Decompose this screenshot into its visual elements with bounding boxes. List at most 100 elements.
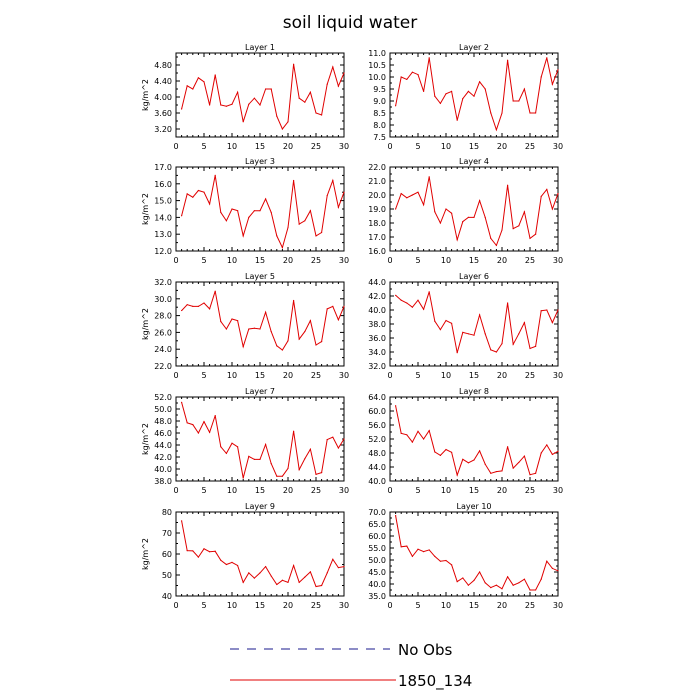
data-point [270, 211, 272, 213]
y-axis-label: kg/m^2 [141, 193, 150, 225]
data-point [326, 308, 328, 310]
data-point [248, 103, 250, 105]
data-point [512, 228, 514, 230]
y-tick-label: 40.0 [368, 477, 386, 486]
data-point [253, 210, 255, 212]
x-tick-label: 25 [525, 371, 535, 380]
series-line [181, 64, 345, 130]
data-point [276, 475, 278, 477]
data-point [337, 567, 339, 569]
y-tick-label: 28.0 [154, 312, 172, 321]
data-point [479, 571, 481, 573]
panel-title: Layer 3 [245, 157, 275, 166]
data-point [231, 442, 233, 444]
y-tick-label: 44.0 [368, 463, 386, 472]
data-point [214, 174, 216, 176]
y-tick-label: 35.0 [368, 592, 386, 601]
x-tick-label: 5 [201, 486, 206, 495]
data-point [332, 179, 334, 182]
series-points [181, 63, 345, 130]
y-tick-label: 17.0 [368, 233, 386, 242]
data-point [186, 193, 188, 195]
y-tick-label: 70 [162, 529, 172, 538]
x-tick-label: 10 [441, 256, 451, 265]
y-tick-label: 60.0 [368, 407, 386, 416]
data-point [315, 585, 317, 588]
data-point [501, 470, 503, 472]
data-point [467, 462, 469, 464]
data-point [417, 74, 419, 76]
y-axis-label: kg/m^2 [141, 423, 150, 455]
y-tick-label: 45.0 [368, 568, 386, 577]
panel-title: Layer 5 [245, 272, 275, 281]
y-tick-label: 70.0 [368, 508, 386, 517]
panel-title: Layer 2 [459, 43, 489, 52]
y-tick-label: 34.0 [368, 348, 386, 357]
x-tick-label: 0 [387, 601, 392, 610]
y-tick-label: 50.0 [368, 556, 386, 565]
data-point [337, 447, 339, 449]
data-point [518, 333, 520, 335]
y-tick-label: 44.0 [154, 441, 172, 450]
y-axis-label: kg/m^2 [141, 308, 150, 340]
series-line [181, 291, 345, 351]
data-point [411, 71, 413, 73]
y-tick-label: 60 [162, 550, 172, 559]
y-tick-label: 8.0 [373, 121, 386, 130]
data-point [417, 548, 419, 550]
data-point [242, 477, 244, 479]
y-tick-label: 16.0 [154, 180, 172, 189]
series-points [395, 405, 559, 476]
data-point [281, 128, 283, 130]
data-point [479, 200, 481, 202]
data-point [298, 97, 300, 99]
data-point [462, 331, 464, 333]
x-tick-label: 0 [387, 371, 392, 380]
data-point [557, 450, 559, 452]
y-tick-label: 16.0 [368, 247, 386, 256]
data-point [304, 101, 306, 103]
data-point [411, 306, 413, 308]
data-point [518, 461, 520, 464]
y-tick-label: 13.0 [154, 230, 172, 239]
data-point [467, 584, 469, 586]
data-point [203, 191, 205, 193]
data-point [395, 515, 397, 517]
data-point [535, 589, 537, 591]
data-point [512, 100, 514, 102]
data-point [287, 467, 289, 469]
series-line [181, 175, 345, 250]
data-point [439, 222, 441, 224]
series-points [181, 401, 345, 479]
x-tick-label: 30 [339, 486, 349, 495]
panel-layer-8: Layer 8 0 5 10 15 20 25 30 40.0 44.0 48.0 52.0 56.0 6… [368, 387, 563, 495]
data-point [546, 560, 548, 562]
data-point [535, 472, 537, 474]
panel-grid: Layer 10 5 10 15 20 25 303.203.604.004.404.80k… [141, 43, 563, 610]
data-point [337, 206, 339, 208]
data-point [406, 545, 408, 547]
y-tick-label: 3.60 [154, 109, 172, 118]
data-point [332, 305, 334, 307]
y-tick-label: 42.0 [368, 292, 386, 301]
data-point [546, 309, 548, 311]
y-tick-label: 56.0 [368, 421, 386, 430]
data-point [225, 328, 227, 330]
y-tick-label: 40 [162, 592, 172, 601]
y-tick-label: 21.0 [368, 177, 386, 186]
data-point [270, 330, 272, 333]
data-point [214, 74, 216, 76]
data-point [406, 197, 408, 199]
data-point [343, 438, 345, 440]
data-point [467, 90, 469, 92]
data-point [315, 235, 317, 237]
data-point [293, 430, 295, 432]
series-points [395, 515, 559, 591]
data-point [428, 549, 430, 551]
y-tick-label: 40.0 [368, 306, 386, 315]
y-tick-label: 17.0 [154, 163, 172, 172]
data-point [445, 448, 447, 451]
data-point [551, 453, 554, 455]
y-tick-label: 4.00 [154, 93, 172, 102]
y-tick-label: 14.0 [154, 213, 172, 222]
